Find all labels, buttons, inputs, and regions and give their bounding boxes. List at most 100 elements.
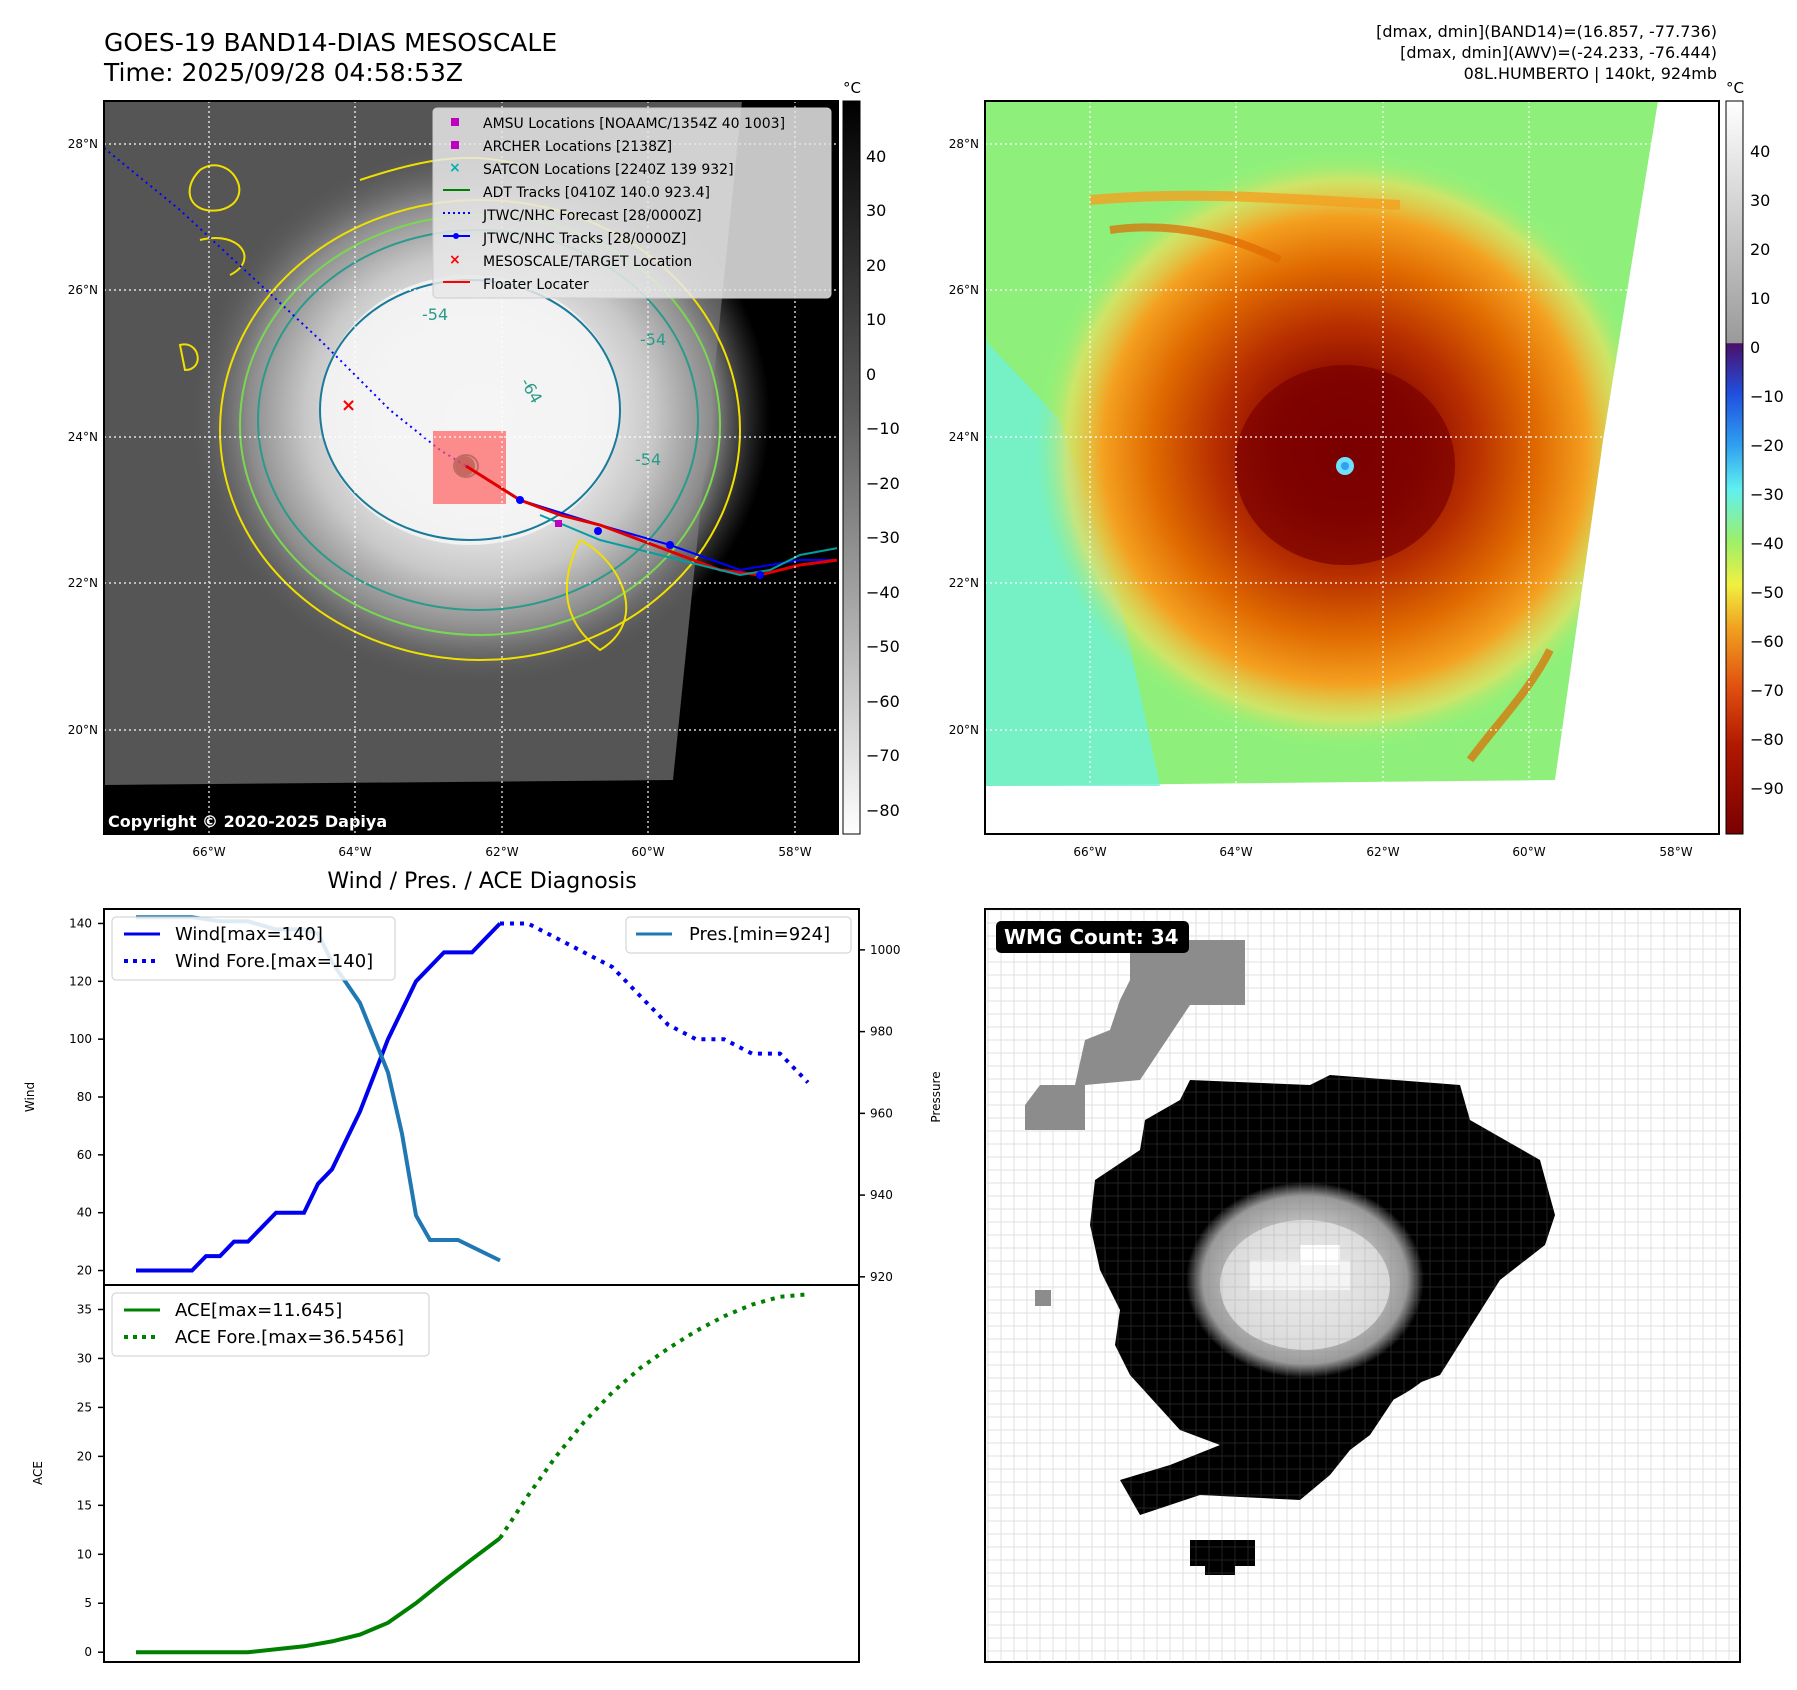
series-line-ace-fore- [498,1292,809,1540]
y-tick-label: 25 [77,1400,92,1414]
map-grid [985,101,1719,834]
legend-item: SATCON Locations [2240Z 139 932] [483,162,734,178]
series-line-ace [136,1536,502,1655]
lon-label: 66°W [1073,845,1106,859]
svg-text:°C: °C [843,79,861,97]
diagnosis-title: Wind / Pres. / ACE Diagnosis [327,869,636,894]
colorbar-tick: −20 [1750,436,1784,455]
pressure-axis-label: Pressure [929,1071,943,1122]
svg-text:×: × [449,160,461,176]
lat-label: 24°N [949,430,979,444]
colorbar-color: °C 40 30 20 10 0 −10 −20 −30 −40 −50 −60… [1725,79,1784,835]
legend-item: AMSU Locations [NOAAMC/1354Z 40 1003] [483,116,785,132]
y-tick-label: 15 [77,1498,92,1512]
lon-label: 66°W [192,845,225,859]
copyright: Copyright © 2020-2025 Dapiya [108,812,387,831]
colorbar-tick: 10 [1750,289,1770,308]
chart-title: GOES-19 BAND14-DIAS MESOSCALE [104,28,558,57]
contour-label: -54 [640,330,666,349]
lat-label: 20°N [68,723,98,737]
legend-ace: ACE[max=11.645] [175,1300,342,1321]
colorbar-tick: −50 [866,637,900,656]
legend-pres: Pres.[min=924] [689,924,830,945]
lon-label: 58°W [1659,845,1692,859]
colorbar-tick: −40 [866,583,900,602]
legend-item: ADT Tracks [0410Z 140.0 923.4] [483,185,710,201]
colorbar-tick: 10 [866,310,886,329]
y-tick-label: 20 [77,1264,92,1278]
wind-pressure-chart: 20 40 60 80 100 120 140 920 940 960 980 1000 Wind … [23,908,943,1286]
contour-label: -54 [635,450,661,469]
y-tick-label: 30 [77,1351,92,1365]
chart-time: Time: 2025/09/28 04:58:53Z [104,58,463,87]
colorbar-tick: −70 [866,746,900,765]
colorbar-tick: 0 [866,365,876,384]
colorbar-tick: 40 [1750,142,1770,161]
wind-axis-label: Wind [23,1082,37,1112]
legend-item: MESOSCALE/TARGET Location [483,254,692,270]
colorbar-tick: −60 [1750,632,1784,651]
amsu-marker [555,520,562,527]
map-legend: × × AMSU Locations [NOAAMC/1354Z 40 1003… [432,107,832,299]
wmg-panel: WMG Count: 34 [984,908,1741,1663]
series-line-wind [136,922,502,1273]
lat-label: 22°N [68,576,98,590]
colorbar-tick: 0 [1750,338,1760,357]
colorbar-tick: −80 [1750,730,1784,749]
lat-label: 22°N [949,576,979,590]
awv-range: [dmax, dmin](AWV)=(-24.233, -76.444) [1400,43,1717,62]
colorbar-tick: −40 [1750,534,1784,553]
legend-item: JTWC/NHC Tracks [28/0000Z] [482,231,686,247]
lon-label: 64°W [1219,845,1252,859]
lat-label: 24°N [68,430,98,444]
colorbar-gray: °C 40 30 20 10 0 −10 −20 −30 −40 −50 −60… [842,79,900,835]
colorbar-tick: −20 [866,474,900,493]
colorbar-tick: −50 [1750,583,1784,602]
track-point [666,541,674,549]
colorbar-tick: 30 [1750,191,1770,210]
lon-label: 62°W [1366,845,1399,859]
y-tick-label: 120 [69,974,92,988]
legend-item: JTWC/NHC Forecast [28/0000Z] [482,208,702,224]
y-tick-label: 5 [84,1596,92,1610]
legend-wind: Wind[max=140] [175,924,323,945]
lat-label: 28°N [949,137,979,151]
ace-chart: 0 5 10 15 20 25 30 35 ACE ACE[max=11.645] ACE F… [31,1284,860,1663]
track-point [594,527,602,535]
y-tick-label: 35 [77,1302,92,1316]
contour-label: -54 [422,305,448,324]
y-tick-label: 960 [870,1106,893,1120]
lon-label: 58°W [778,845,811,859]
track-point [516,496,524,504]
lat-label: 20°N [949,723,979,737]
colorbar-tick: −70 [1750,681,1784,700]
colorbar-tick: −10 [1750,387,1784,406]
lat-label: 28°N [68,137,98,151]
colorbar-tick: 20 [1750,240,1770,259]
band14-range: [dmax, dmin](BAND14)=(16.857, -77.736) [1376,22,1717,41]
wmg-count: WMG Count: 34 [1004,925,1179,949]
svg-text:°C: °C [1726,79,1744,97]
y-tick-label: 80 [77,1090,92,1104]
lon-label: 60°W [631,845,664,859]
y-tick-label: 10 [77,1547,92,1561]
svg-text:×: × [449,252,461,268]
y-tick-label: 140 [69,916,92,930]
ir-map-color [985,101,1719,834]
colorbar-tick: 20 [866,256,886,275]
colorbar-tick: 40 [866,147,886,166]
mesoscale-target-marker: × [341,395,356,416]
y-tick-label: 0 [84,1645,92,1659]
y-tick-label: 920 [870,1270,893,1284]
y-tick-label: 100 [69,1032,92,1046]
lon-label: 60°W [1512,845,1545,859]
storm-info: 08L.HUMBERTO | 140kt, 924mb [1463,64,1717,83]
track-point [756,571,764,579]
y-tick-label: 940 [870,1188,893,1202]
colorbar-tick: −60 [866,692,900,711]
ace-axis-label: ACE [31,1461,45,1485]
lat-label: 26°N [949,283,979,297]
y-tick-label: 60 [77,1148,92,1162]
colorbar-tick: 30 [866,201,886,220]
